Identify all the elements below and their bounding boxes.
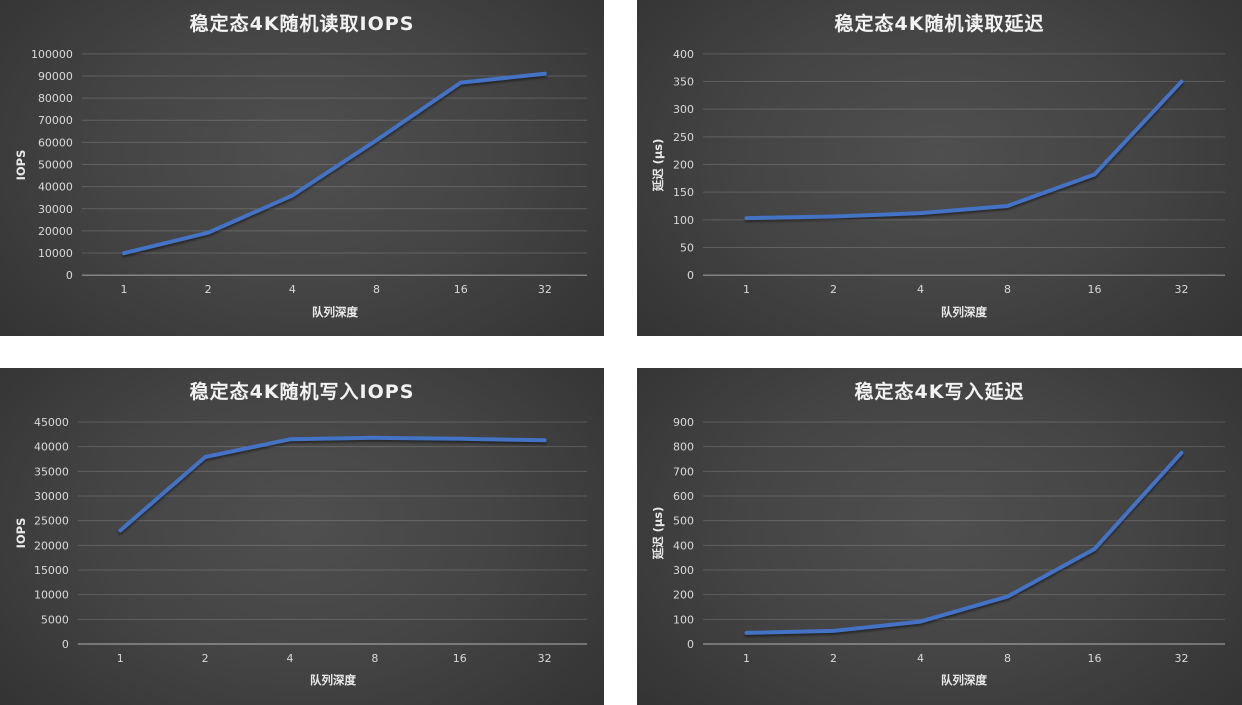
x-tick-label: 2: [202, 652, 209, 665]
y-tick-label: 35000: [34, 465, 69, 478]
data-line: [118, 435, 547, 533]
x-tick-label: 1: [743, 652, 750, 665]
y-tick-label: 700: [673, 465, 694, 478]
data-line: [121, 71, 547, 256]
y-tick-label: 400: [673, 539, 694, 552]
y-tick-label: 30000: [38, 203, 73, 216]
x-tick-label: 4: [289, 283, 296, 296]
y-tick-label: 90000: [38, 70, 73, 83]
plot-area-random-read-iops: 0 10000 20000 30000 40000 50000 60000 70000 8000…: [31, 48, 588, 296]
y-tick-label: 80000: [38, 92, 73, 105]
y-tick-label: 350: [673, 76, 694, 89]
x-tick-label: 2: [205, 283, 212, 296]
y-tick-label: 100: [673, 214, 694, 227]
plot-area-write-latency: 0 100 200 300 400 500 600 700 800 900 1 2 4 8 16 32: [673, 416, 1225, 665]
x-axis-title: 队列深度: [941, 305, 987, 319]
x-tick-label: 4: [917, 283, 924, 296]
chart-title: 稳定态4K写入延迟: [854, 381, 1025, 403]
y-tick-label: 15000: [34, 564, 69, 577]
data-line: [744, 450, 1184, 635]
x-tick-label: 8: [371, 652, 378, 665]
chart-panel-random-write-iops: 稳定态4K随机写入IOPS IOPS 队列深度 0 5000 10000 15000 2…: [0, 368, 604, 705]
x-tick-label: 16: [453, 652, 467, 665]
y-tick-label: 300: [673, 564, 694, 577]
plot-area-random-write-iops: 0 5000 10000 15000 20000 25000 30000 35000 40000…: [34, 416, 588, 665]
plot-area-random-read-latency: 0 50 100 150 200 250 300 350 400 1 2 4 8 16 32: [673, 48, 1225, 296]
y-tick-label: 100: [673, 613, 694, 626]
chart-panel-random-read-iops: 稳定态4K随机读取IOPS IOPS 队列深度 0 10000 20000 30000…: [0, 0, 604, 336]
y-tick-label: 200: [673, 589, 694, 602]
x-tick-label: 2: [830, 652, 837, 665]
y-tick-label: 800: [673, 441, 694, 454]
x-tick-label: 8: [1004, 652, 1011, 665]
y-tick-label: 20000: [38, 225, 73, 238]
y-tick-label: 70000: [38, 114, 73, 127]
x-tick-label: 16: [1088, 283, 1102, 296]
x-tick-label: 32: [538, 652, 552, 665]
x-tick-label: 1: [743, 283, 750, 296]
x-tick-label: 16: [454, 283, 468, 296]
y-tick-label: 500: [673, 515, 694, 528]
y-tick-label: 50: [680, 242, 694, 255]
y-tick-label: 0: [687, 638, 694, 651]
y-tick-label: 5000: [41, 613, 69, 626]
chart-title: 稳定态4K随机读取延迟: [834, 13, 1045, 35]
x-tick-label: 32: [1175, 652, 1189, 665]
chart-panel-random-read-latency: 稳定态4K随机读取延迟 延迟 (µs) 队列深度 0 50 100 150 200 250…: [637, 0, 1242, 336]
x-axis-title: 队列深度: [310, 673, 356, 687]
y-tick-label: 150: [673, 186, 694, 199]
y-tick-label: 0: [66, 269, 73, 282]
y-tick-label: 45000: [34, 416, 69, 429]
chart-panel-write-latency: 稳定态4K写入延迟 延迟 (µs) 队列深度 0 100 200 300 400 500 6…: [637, 368, 1242, 705]
y-tick-label: 40000: [34, 441, 69, 454]
x-axis-title: 队列深度: [312, 305, 358, 319]
y-tick-label: 30000: [34, 490, 69, 503]
x-tick-label: 4: [917, 652, 924, 665]
x-tick-label: 1: [117, 652, 124, 665]
chart-title: 稳定态4K随机读取IOPS: [189, 13, 415, 35]
y-tick-label: 10000: [34, 589, 69, 602]
y-tick-label: 0: [687, 269, 694, 282]
y-tick-label: 400: [673, 48, 694, 61]
x-tick-label: 1: [120, 283, 127, 296]
y-tick-label: 20000: [34, 539, 69, 552]
x-tick-label: 8: [1004, 283, 1011, 296]
y-tick-label: 250: [673, 131, 694, 144]
data-line: [744, 79, 1184, 221]
y-tick-label: 300: [673, 103, 694, 116]
x-tick-label: 8: [373, 283, 380, 296]
x-tick-label: 32: [538, 283, 552, 296]
chart-title: 稳定态4K随机写入IOPS: [189, 381, 415, 403]
x-tick-label: 32: [1175, 283, 1189, 296]
y-tick-label: 50000: [38, 159, 73, 172]
y-tick-label: 100000: [31, 48, 73, 61]
y-tick-label: 40000: [38, 181, 73, 194]
y-tick-label: 0: [62, 638, 69, 651]
x-tick-label: 16: [1088, 652, 1102, 665]
x-axis-title: 队列深度: [941, 673, 987, 687]
y-tick-label: 200: [673, 159, 694, 172]
x-tick-label: 4: [287, 652, 294, 665]
y-tick-label: 60000: [38, 136, 73, 149]
y-tick-label: 25000: [34, 515, 69, 528]
y-tick-label: 900: [673, 416, 694, 429]
x-tick-label: 2: [830, 283, 837, 296]
y-tick-label: 10000: [38, 247, 73, 260]
y-tick-label: 600: [673, 490, 694, 503]
